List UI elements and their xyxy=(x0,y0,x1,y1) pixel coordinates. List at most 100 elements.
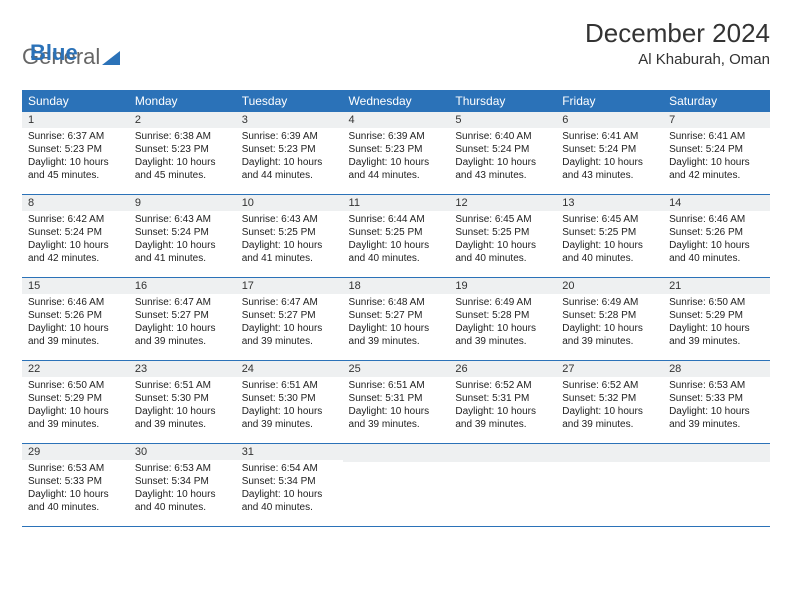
calendar-page: General December 2024 Al Khaburah, Oman … xyxy=(0,0,792,545)
day-number: 29 xyxy=(22,444,129,460)
weekday-header: Tuesday xyxy=(236,90,343,112)
sunrise-text: Sunrise: 6:54 AM xyxy=(242,462,337,475)
daylight-text-1: Daylight: 10 hours xyxy=(135,156,230,169)
sunset-text: Sunset: 5:24 PM xyxy=(28,226,123,239)
calendar-cell: 7Sunrise: 6:41 AMSunset: 5:24 PMDaylight… xyxy=(663,112,770,195)
daylight-text-2: and 39 minutes. xyxy=(669,418,764,431)
day-body: Sunrise: 6:54 AMSunset: 5:34 PMDaylight:… xyxy=(236,460,343,518)
day-number: 17 xyxy=(236,278,343,294)
day-number: 12 xyxy=(449,195,556,211)
calendar-cell: 30Sunrise: 6:53 AMSunset: 5:34 PMDayligh… xyxy=(129,444,236,527)
sunset-text: Sunset: 5:23 PM xyxy=(28,143,123,156)
day-number: 13 xyxy=(556,195,663,211)
day-body: Sunrise: 6:37 AMSunset: 5:23 PMDaylight:… xyxy=(22,128,129,186)
calendar-week-row: 8Sunrise: 6:42 AMSunset: 5:24 PMDaylight… xyxy=(22,195,770,278)
day-body xyxy=(343,462,450,516)
sunset-text: Sunset: 5:23 PM xyxy=(242,143,337,156)
weekday-header: Wednesday xyxy=(343,90,450,112)
page-header: General December 2024 Al Khaburah, Oman xyxy=(22,18,770,68)
sunset-text: Sunset: 5:24 PM xyxy=(562,143,657,156)
daylight-text-1: Daylight: 10 hours xyxy=(28,405,123,418)
daylight-text-1: Daylight: 10 hours xyxy=(242,239,337,252)
sunrise-text: Sunrise: 6:45 AM xyxy=(562,213,657,226)
calendar-week-row: 15Sunrise: 6:46 AMSunset: 5:26 PMDayligh… xyxy=(22,278,770,361)
day-number-bar xyxy=(556,444,663,462)
sunset-text: Sunset: 5:32 PM xyxy=(562,392,657,405)
calendar-cell xyxy=(663,444,770,527)
day-number: 30 xyxy=(129,444,236,460)
calendar-cell: 5Sunrise: 6:40 AMSunset: 5:24 PMDaylight… xyxy=(449,112,556,195)
calendar-table: Sunday Monday Tuesday Wednesday Thursday… xyxy=(22,90,770,527)
title-block: December 2024 Al Khaburah, Oman xyxy=(585,18,770,68)
calendar-cell: 16Sunrise: 6:47 AMSunset: 5:27 PMDayligh… xyxy=(129,278,236,361)
day-number: 21 xyxy=(663,278,770,294)
weekday-header: Monday xyxy=(129,90,236,112)
day-body: Sunrise: 6:40 AMSunset: 5:24 PMDaylight:… xyxy=(449,128,556,186)
sunrise-text: Sunrise: 6:51 AM xyxy=(135,379,230,392)
weekday-header: Thursday xyxy=(449,90,556,112)
calendar-cell: 15Sunrise: 6:46 AMSunset: 5:26 PMDayligh… xyxy=(22,278,129,361)
daylight-text-2: and 42 minutes. xyxy=(669,169,764,182)
sunset-text: Sunset: 5:34 PM xyxy=(242,475,337,488)
sunrise-text: Sunrise: 6:38 AM xyxy=(135,130,230,143)
daylight-text-2: and 39 minutes. xyxy=(455,335,550,348)
daylight-text-1: Daylight: 10 hours xyxy=(135,322,230,335)
calendar-cell: 8Sunrise: 6:42 AMSunset: 5:24 PMDaylight… xyxy=(22,195,129,278)
calendar-cell: 24Sunrise: 6:51 AMSunset: 5:30 PMDayligh… xyxy=(236,361,343,444)
daylight-text-2: and 39 minutes. xyxy=(242,418,337,431)
sunset-text: Sunset: 5:24 PM xyxy=(135,226,230,239)
weekday-header: Saturday xyxy=(663,90,770,112)
calendar-cell: 27Sunrise: 6:52 AMSunset: 5:32 PMDayligh… xyxy=(556,361,663,444)
day-body: Sunrise: 6:47 AMSunset: 5:27 PMDaylight:… xyxy=(129,294,236,352)
day-body xyxy=(663,462,770,516)
daylight-text-2: and 40 minutes. xyxy=(562,252,657,265)
day-body: Sunrise: 6:49 AMSunset: 5:28 PMDaylight:… xyxy=(449,294,556,352)
daylight-text-1: Daylight: 10 hours xyxy=(562,239,657,252)
sunset-text: Sunset: 5:25 PM xyxy=(242,226,337,239)
calendar-cell: 13Sunrise: 6:45 AMSunset: 5:25 PMDayligh… xyxy=(556,195,663,278)
sunset-text: Sunset: 5:31 PM xyxy=(349,392,444,405)
calendar-cell: 2Sunrise: 6:38 AMSunset: 5:23 PMDaylight… xyxy=(129,112,236,195)
day-body: Sunrise: 6:49 AMSunset: 5:28 PMDaylight:… xyxy=(556,294,663,352)
sunset-text: Sunset: 5:26 PM xyxy=(669,226,764,239)
daylight-text-1: Daylight: 10 hours xyxy=(669,405,764,418)
day-body: Sunrise: 6:51 AMSunset: 5:31 PMDaylight:… xyxy=(343,377,450,435)
daylight-text-2: and 39 minutes. xyxy=(242,335,337,348)
daylight-text-2: and 45 minutes. xyxy=(135,169,230,182)
sunrise-text: Sunrise: 6:37 AM xyxy=(28,130,123,143)
sunrise-text: Sunrise: 6:41 AM xyxy=(562,130,657,143)
calendar-cell xyxy=(343,444,450,527)
sunset-text: Sunset: 5:31 PM xyxy=(455,392,550,405)
daylight-text-2: and 40 minutes. xyxy=(669,252,764,265)
sunset-text: Sunset: 5:24 PM xyxy=(669,143,764,156)
sunset-text: Sunset: 5:30 PM xyxy=(242,392,337,405)
daylight-text-1: Daylight: 10 hours xyxy=(562,322,657,335)
calendar-cell xyxy=(556,444,663,527)
daylight-text-2: and 40 minutes. xyxy=(242,501,337,514)
location-label: Al Khaburah, Oman xyxy=(585,51,770,68)
sunrise-text: Sunrise: 6:53 AM xyxy=(28,462,123,475)
day-number: 11 xyxy=(343,195,450,211)
day-body: Sunrise: 6:46 AMSunset: 5:26 PMDaylight:… xyxy=(22,294,129,352)
daylight-text-2: and 41 minutes. xyxy=(135,252,230,265)
daylight-text-2: and 43 minutes. xyxy=(562,169,657,182)
daylight-text-2: and 39 minutes. xyxy=(135,418,230,431)
day-number-bar xyxy=(449,444,556,462)
calendar-cell: 12Sunrise: 6:45 AMSunset: 5:25 PMDayligh… xyxy=(449,195,556,278)
day-number: 2 xyxy=(129,112,236,128)
sunrise-text: Sunrise: 6:49 AM xyxy=(455,296,550,309)
day-body: Sunrise: 6:45 AMSunset: 5:25 PMDaylight:… xyxy=(449,211,556,269)
calendar-cell: 1Sunrise: 6:37 AMSunset: 5:23 PMDaylight… xyxy=(22,112,129,195)
day-number: 18 xyxy=(343,278,450,294)
sunrise-text: Sunrise: 6:46 AM xyxy=(669,213,764,226)
day-body: Sunrise: 6:46 AMSunset: 5:26 PMDaylight:… xyxy=(663,211,770,269)
daylight-text-2: and 41 minutes. xyxy=(242,252,337,265)
daylight-text-1: Daylight: 10 hours xyxy=(349,405,444,418)
daylight-text-1: Daylight: 10 hours xyxy=(669,322,764,335)
sunset-text: Sunset: 5:28 PM xyxy=(562,309,657,322)
sunrise-text: Sunrise: 6:52 AM xyxy=(455,379,550,392)
sunset-text: Sunset: 5:29 PM xyxy=(669,309,764,322)
sunset-text: Sunset: 5:29 PM xyxy=(28,392,123,405)
brand-part2: Blue xyxy=(30,40,78,65)
daylight-text-1: Daylight: 10 hours xyxy=(669,156,764,169)
